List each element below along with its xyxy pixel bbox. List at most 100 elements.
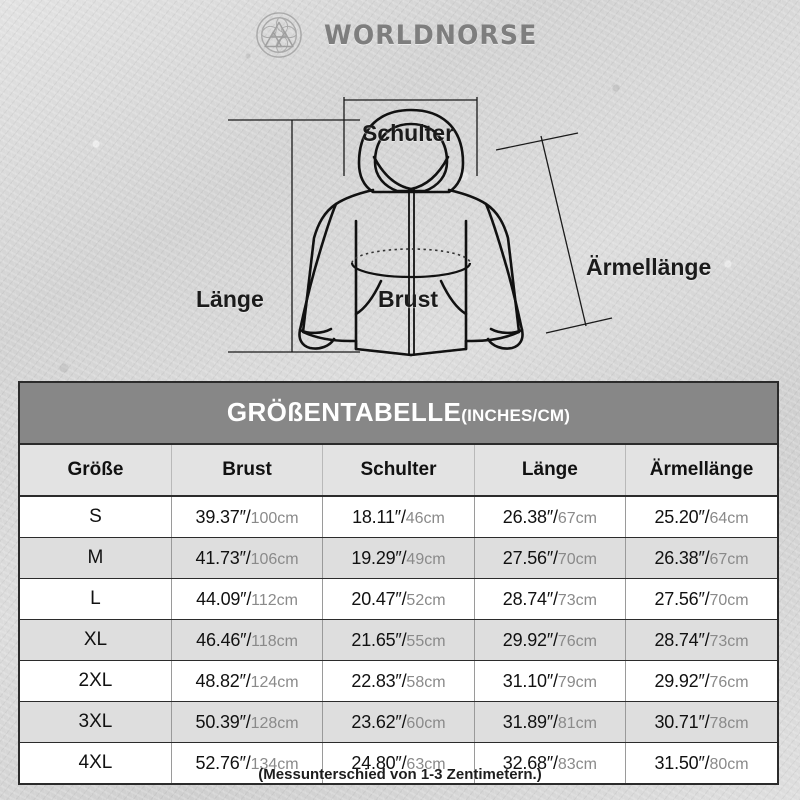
measurement-footnote: (Messunterschied von 1-3 Zentimetern.): [258, 766, 542, 783]
cell-shoulder: 19.29″/49cm: [322, 537, 475, 579]
value-inch: 39.37″/: [195, 506, 251, 527]
value-inch: 29.92″/: [502, 629, 558, 650]
cell-chest: 50.39″/128cm: [171, 701, 324, 743]
value-inch: 44.09″/: [196, 588, 252, 609]
value-inch: 21.65″/: [351, 629, 407, 650]
value-cm: 81cm: [557, 714, 597, 732]
jacket-outline: [298, 108, 524, 357]
cell-sleeve: 30.71″/78cm: [625, 701, 777, 743]
cell-size: XL: [20, 619, 172, 661]
chest-measure-ellipse: [350, 248, 472, 279]
value-cm: 118cm: [251, 632, 299, 650]
column-header-length: Länge: [474, 444, 627, 497]
value-inch: 32.68″/: [502, 752, 558, 773]
cell-shoulder: 21.65″/55cm: [322, 619, 475, 661]
value-cm: 67cm: [557, 509, 597, 527]
length-measure-guide: [228, 119, 360, 353]
cell-size: M: [20, 537, 172, 579]
value-cm: 46cm: [405, 509, 445, 527]
cell-shoulder: 23.62″/60cm: [322, 701, 475, 743]
table-row: M 41.73″/106cm 19.29″/49cm 27.56″/70cm 2…: [20, 537, 777, 579]
value-cm: 76cm: [557, 632, 597, 650]
table-row: L 44.09″/112cm 20.47″/52cm 28.74″/73cm 2…: [20, 578, 777, 620]
value-cm: 49cm: [406, 550, 446, 568]
value-inch: 18.11″/: [352, 506, 406, 527]
cell-shoulder: 20.47″/52cm: [322, 578, 475, 620]
value-inch: 28.74″/: [502, 588, 558, 609]
value-cm: 58cm: [406, 673, 446, 691]
table-column-header: Größe Brust Schulter Länge Ärmellänge: [20, 444, 777, 497]
value-inch: 26.38″/: [654, 547, 710, 568]
value-cm: 60cm: [406, 714, 446, 732]
column-header-row: Größe Brust Schulter Länge Ärmellänge: [20, 444, 777, 497]
brand-name: WORLDNORSE: [323, 19, 538, 51]
cell-chest: 52.76″/134cm: [171, 742, 324, 783]
length-label: Länge: [196, 286, 264, 312]
cell-chest: 46.46″/118cm: [171, 619, 324, 661]
column-header-shoulder: Schulter: [322, 444, 475, 497]
value-cm: 124cm: [250, 673, 299, 691]
value-cm: 67cm: [709, 550, 749, 568]
cell-sleeve: 29.92″/76cm: [625, 660, 777, 702]
value-inch: 48.82″/: [195, 670, 251, 691]
table-title-main: GRÖßENTABELLE: [226, 397, 462, 427]
value-cm: 100cm: [250, 509, 299, 527]
cell-size: S: [20, 496, 172, 538]
table-row: XL 46.46″/118cm 21.65″/55cm 29.92″/76cm …: [20, 619, 777, 661]
column-header-chest: Brust: [171, 444, 324, 497]
value-cm: 52cm: [406, 591, 446, 609]
value-inch: 20.47″/: [351, 588, 407, 609]
value-inch: 23.62″/: [351, 711, 407, 732]
cell-size: 3XL: [20, 701, 172, 743]
garment-diagram: Schulter Länge Brust Ärmellänge: [0, 58, 800, 378]
cell-sleeve: 27.56″/70cm: [625, 578, 777, 620]
value-inch: 29.92″/: [654, 670, 710, 691]
shoulder-measure-guide: [343, 97, 478, 176]
value-inch: 19.29″/: [351, 547, 407, 568]
cell-length: 29.92″/76cm: [474, 619, 627, 661]
table-title-units: (INCHES/CM): [461, 406, 571, 425]
table-row: 2XL 48.82″/124cm 22.83″/58cm 31.10″/79cm…: [20, 660, 777, 702]
value-inch: 52.76″/: [195, 752, 251, 773]
cell-sleeve: 28.74″/73cm: [625, 619, 777, 661]
cell-chest: 48.82″/124cm: [171, 660, 324, 702]
value-cm: 76cm: [709, 673, 749, 691]
value-inch: 24.80″/: [351, 752, 407, 773]
value-cm: 63cm: [406, 755, 446, 773]
table-row: S 39.37″/100cm 18.11″/46cm 26.38″/67cm 2…: [20, 496, 777, 538]
value-cm: 70cm: [709, 591, 749, 609]
table-title-row: GRÖßENTABELLE(INCHES/CM): [20, 383, 777, 445]
valknut-knotwork-emblem-icon: [256, 12, 302, 58]
value-cm: 112cm: [251, 591, 299, 609]
cell-shoulder: 24.80″/63cm: [322, 742, 475, 783]
table-row: 4XL 52.76″/134cm 24.80″/63cm 32.68″/83cm…: [20, 742, 777, 783]
cell-length: 27.56″/70cm: [474, 537, 627, 579]
value-cm: 128cm: [250, 714, 299, 732]
cell-size: 2XL: [20, 660, 172, 702]
cell-length: 26.38″/67cm: [474, 496, 627, 538]
value-inch: 50.39″/: [195, 711, 251, 732]
value-cm: 83cm: [557, 755, 597, 773]
value-cm: 70cm: [557, 550, 597, 568]
value-cm: 80cm: [709, 755, 749, 773]
column-header-size: Größe: [20, 444, 172, 497]
cell-chest: 39.37″/100cm: [171, 496, 324, 538]
table-title-cell: GRÖßENTABELLE(INCHES/CM): [20, 383, 777, 445]
brand-header: WORLDNORSE: [0, 12, 800, 58]
cell-sleeve: 31.50″/80cm: [625, 742, 777, 783]
value-inch: 27.56″/: [654, 588, 710, 609]
value-cm: 73cm: [557, 591, 597, 609]
value-cm: 73cm: [709, 632, 749, 650]
table-row: 3XL 50.39″/128cm 23.62″/60cm 31.89″/81cm…: [20, 701, 777, 743]
cell-sleeve: 25.20″/64cm: [625, 496, 777, 538]
value-inch: 41.73″/: [195, 547, 251, 568]
chest-label: Brust: [378, 286, 439, 312]
cell-length: 31.10″/79cm: [474, 660, 627, 702]
column-header-sleeve: Ärmellänge: [625, 444, 777, 497]
value-inch: 22.83″/: [351, 670, 407, 691]
value-inch: 25.20″/: [654, 506, 710, 527]
cell-size: 4XL: [20, 742, 172, 783]
cell-shoulder: 22.83″/58cm: [322, 660, 475, 702]
sleeve-label: Ärmellänge: [586, 254, 712, 280]
